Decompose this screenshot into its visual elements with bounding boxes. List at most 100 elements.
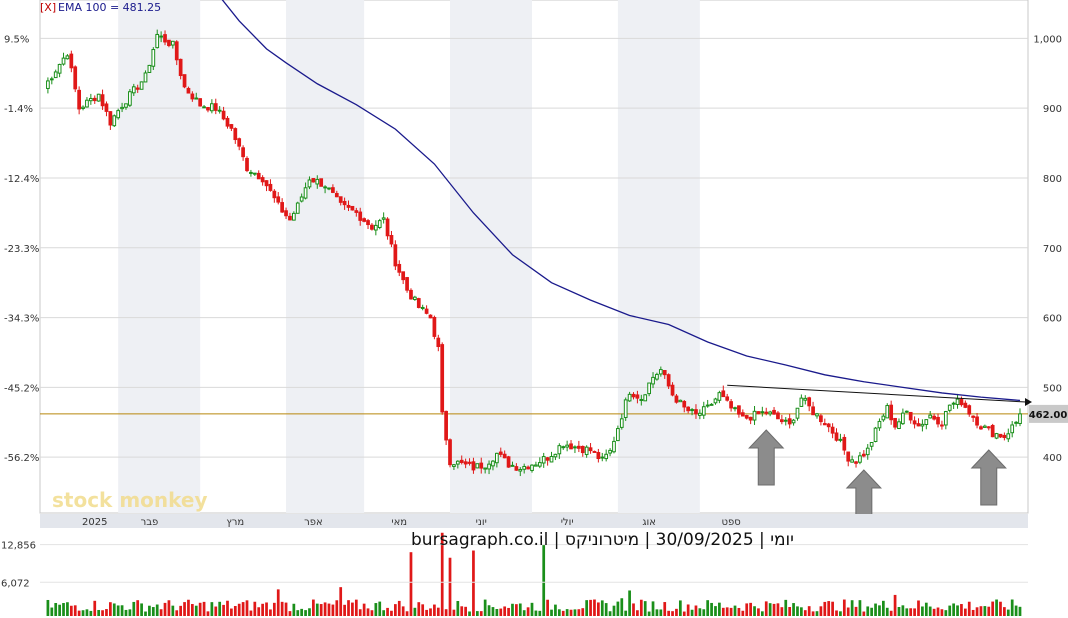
- candle: [975, 413, 979, 429]
- volume-bar: [948, 605, 952, 616]
- candle-body: [608, 449, 612, 454]
- candle-body: [576, 445, 581, 449]
- watermark: stock monkey: [52, 488, 208, 512]
- candle: [717, 390, 722, 404]
- volume-bar: [460, 606, 464, 616]
- volume-bar: [987, 606, 991, 616]
- candle: [865, 444, 870, 460]
- candle: [674, 393, 679, 404]
- candle: [666, 373, 671, 390]
- candle-body: [342, 200, 347, 206]
- candle-body: [241, 147, 245, 158]
- volume-bar: [924, 602, 928, 616]
- candle: [795, 407, 800, 421]
- candle: [252, 172, 257, 176]
- candle: [288, 212, 292, 221]
- candle-body: [182, 74, 187, 88]
- volume-bar: [682, 611, 686, 616]
- candle-body: [604, 453, 609, 460]
- volume-bar: [366, 608, 370, 616]
- candle-body: [346, 204, 351, 208]
- volume-bar: [323, 602, 327, 616]
- ema-label-prefix[interactable]: [X]: [40, 1, 56, 14]
- month-band: [617, 0, 700, 513]
- candle-body: [159, 35, 163, 38]
- month-label: אוג: [642, 517, 656, 528]
- candle-body: [584, 446, 589, 456]
- candle: [694, 404, 698, 419]
- candle: [190, 91, 195, 102]
- candle: [213, 98, 218, 115]
- volume-bar: [819, 606, 823, 616]
- candle: [721, 385, 726, 398]
- candle: [233, 127, 238, 144]
- candle: [471, 457, 476, 474]
- candle: [100, 89, 105, 110]
- volume-bar: [327, 603, 331, 616]
- volume-bar: [632, 603, 635, 616]
- candle: [1010, 421, 1015, 438]
- candle: [483, 467, 488, 474]
- volume-bar: [675, 608, 678, 616]
- volume-bar: [741, 610, 745, 616]
- candle: [229, 123, 234, 132]
- volume-bar: [128, 609, 132, 616]
- volume-bar: [725, 607, 729, 616]
- volume-bar: [62, 603, 65, 616]
- candle-body: [139, 81, 144, 90]
- candle-body: [491, 460, 495, 467]
- candle: [366, 218, 370, 229]
- candle: [186, 86, 191, 94]
- volume-bar: [639, 599, 643, 616]
- candle: [405, 276, 409, 293]
- volume-bar: [452, 609, 456, 616]
- candle: [709, 403, 714, 406]
- candle-body: [249, 171, 253, 174]
- candle-body: [534, 464, 538, 467]
- candle: [225, 116, 230, 129]
- price-tick-label: 800: [1043, 174, 1062, 185]
- candle-body: [737, 405, 741, 415]
- candle: [940, 420, 944, 430]
- candle-body: [194, 97, 199, 100]
- volume-bar: [678, 600, 682, 616]
- watermark-text: stock monkey: [52, 488, 208, 512]
- volume-bar: [401, 606, 405, 616]
- volume-bar: [468, 611, 471, 616]
- candle: [705, 399, 710, 408]
- candle: [826, 422, 831, 433]
- volume-bar: [921, 606, 924, 616]
- candle: [904, 410, 909, 413]
- volume-bar: [265, 602, 268, 616]
- month-label: מאי: [391, 517, 407, 528]
- candle-body: [440, 344, 445, 413]
- candle: [338, 196, 343, 206]
- candle-body: [210, 103, 214, 112]
- candle: [143, 70, 148, 83]
- candle-body: [951, 402, 956, 405]
- candle-body: [986, 426, 991, 429]
- month-axis: 2025 פבר מרץ אפר מאי יוני יולי אוג ספט: [40, 514, 1028, 528]
- volume-bar: [433, 604, 436, 616]
- volume-bar: [511, 603, 514, 616]
- month-label: פבר: [141, 517, 159, 528]
- volume-bar: [839, 611, 842, 616]
- candle: [401, 271, 406, 285]
- candle-body: [217, 109, 222, 112]
- volume-bar: [702, 609, 706, 616]
- candle: [475, 463, 480, 469]
- candle-body: [424, 308, 429, 314]
- candlesticks: [46, 29, 1022, 477]
- volume-bar: [600, 600, 604, 616]
- volume-bar: [194, 605, 198, 616]
- candle-body: [826, 423, 831, 428]
- volume-bar: [54, 603, 58, 616]
- candle: [619, 413, 624, 430]
- candle: [377, 218, 382, 230]
- left-percent-axis: 9.5% -1.4% -12.4% -23.3% -34.3% -45.2% -56.2%: [4, 34, 39, 464]
- candle: [920, 419, 925, 432]
- candle: [49, 76, 54, 85]
- candle-body: [354, 210, 359, 213]
- candle: [783, 417, 788, 426]
- volume-bar: [97, 609, 101, 616]
